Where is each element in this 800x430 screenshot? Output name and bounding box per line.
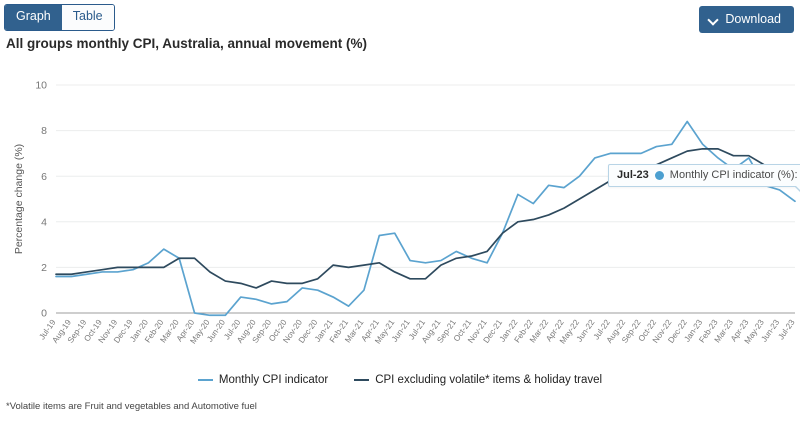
y-axis-tick-label: 0 bbox=[41, 308, 47, 320]
chart-footnote: *Volatile items are Fruit and vegetables… bbox=[6, 401, 257, 412]
legend-label: Monthly CPI indicator bbox=[218, 374, 329, 386]
tooltip-value-text: Monthly CPI indicator (%): 4.9 bbox=[669, 169, 800, 181]
legend-label: CPI excluding volatile* items & holiday … bbox=[375, 374, 603, 386]
y-axis-tick-label: 4 bbox=[41, 216, 47, 228]
y-axis-tick-label: 10 bbox=[35, 80, 47, 92]
y-axis-title: Percentage change (%) bbox=[13, 144, 25, 254]
tooltip-date: Jul-23 bbox=[617, 169, 649, 181]
tooltip-series-marker-icon bbox=[654, 170, 664, 180]
download-button-label: Download bbox=[725, 12, 781, 26]
chevron-down-icon bbox=[709, 15, 718, 24]
view-tabs: Graph Table bbox=[4, 4, 115, 31]
tab-graph[interactable]: Graph bbox=[5, 5, 62, 30]
legend-swatch-icon bbox=[354, 378, 370, 382]
y-axis-tick-label: 6 bbox=[41, 171, 47, 183]
chart-series-line bbox=[55, 120, 796, 317]
y-axis-tick-label: 2 bbox=[41, 262, 47, 274]
page-title: All groups monthly CPI, Australia, annua… bbox=[6, 36, 368, 51]
chart-tooltip: Jul-23 Monthly CPI indicator (%): 4.9 bbox=[608, 164, 800, 195]
legend-item-monthly-cpi-indicator[interactable]: Monthly CPI indicator bbox=[197, 374, 329, 386]
legend-item-cpi-excluding-volatile[interactable]: CPI excluding volatile* items & holiday … bbox=[354, 374, 602, 386]
chart-series-line bbox=[55, 147, 796, 289]
chart-legend: Monthly CPI indicator CPI excluding vola… bbox=[0, 374, 800, 386]
download-button[interactable]: Download bbox=[699, 6, 794, 33]
tab-table[interactable]: Table bbox=[61, 5, 114, 30]
chart-container: 0 2 4 6 8 10 Percentage change (%) Jul-19 Aug-19… bbox=[0, 58, 800, 430]
x-axis-tick-label: Jul-23 bbox=[776, 318, 796, 342]
legend-swatch-icon bbox=[197, 378, 213, 382]
toolbar: Graph Table Download bbox=[0, 0, 800, 36]
y-axis-tick-label: 8 bbox=[41, 125, 47, 137]
